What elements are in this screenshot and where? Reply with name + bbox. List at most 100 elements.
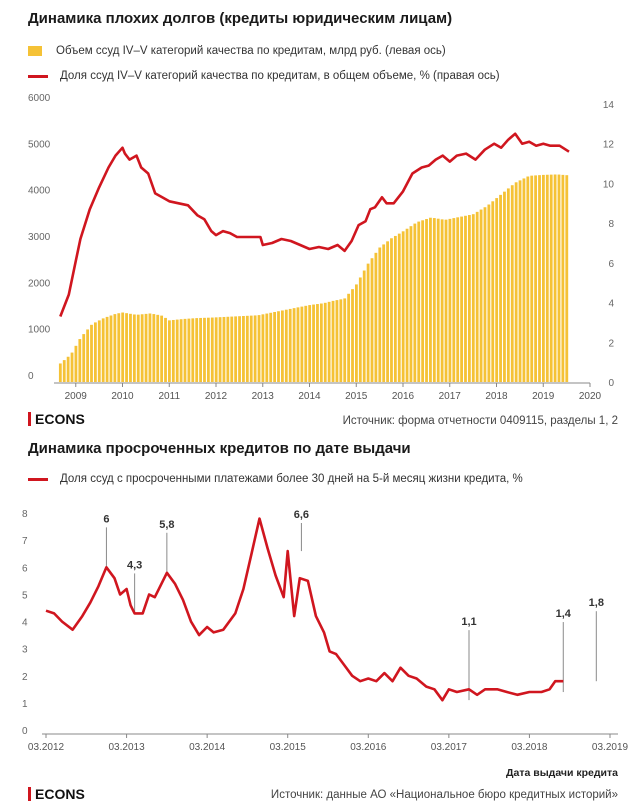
bar <box>242 316 245 382</box>
bar <box>90 324 93 382</box>
bar <box>526 176 530 382</box>
bar <box>545 174 549 382</box>
bar <box>561 174 565 382</box>
bar <box>164 317 167 382</box>
bar <box>351 289 354 382</box>
bar <box>382 244 386 382</box>
x-tick-label: 2012 <box>205 391 228 400</box>
x-tick-label: 03.2018 <box>511 742 548 753</box>
annotation-label: 6,6 <box>294 509 309 521</box>
bar <box>66 356 70 382</box>
chart2-legend: Доля ссуд с просроченными платежами боле… <box>28 473 523 485</box>
bar <box>82 334 86 382</box>
bar <box>518 180 522 382</box>
bar <box>253 315 257 382</box>
annotation-label: 1,8 <box>589 597 604 609</box>
chart1-brand: ECONS <box>28 411 85 427</box>
bar <box>393 235 397 382</box>
brand-accent-bar <box>28 787 31 801</box>
y-right-tick-label: 12 <box>603 140 615 151</box>
bar <box>530 175 534 382</box>
bar <box>467 215 471 382</box>
bar <box>249 315 253 382</box>
y-left-tick-label: 5000 <box>28 139 51 150</box>
bar <box>214 317 218 382</box>
bar <box>171 319 175 382</box>
bar <box>206 317 210 382</box>
bar <box>74 345 78 382</box>
bar <box>168 320 171 382</box>
bar <box>522 178 526 382</box>
bar <box>129 313 132 382</box>
bar <box>565 175 569 382</box>
bar <box>148 313 152 382</box>
bar <box>97 320 101 382</box>
bar <box>222 316 226 382</box>
bar <box>101 318 105 382</box>
y-left-tick-label: 2000 <box>28 278 51 289</box>
bar <box>444 219 448 382</box>
bar <box>506 188 510 382</box>
bar <box>355 284 358 382</box>
annotation-label: 1,4 <box>556 608 572 620</box>
bar <box>417 221 421 382</box>
bar <box>319 303 323 382</box>
bar <box>335 300 339 382</box>
bar <box>109 315 113 382</box>
x-tick-label: 2016 <box>392 391 415 400</box>
bar <box>475 211 479 382</box>
bar <box>401 231 405 382</box>
bar <box>436 218 440 382</box>
chart2-brand-label: ECONS <box>35 786 85 802</box>
x-tick-label: 2018 <box>485 391 508 400</box>
bar <box>499 194 502 382</box>
chart1-title: Динамика плохих долгов (кредиты юридичес… <box>28 10 453 27</box>
x-tick-label: 03.2013 <box>108 742 145 753</box>
bar <box>374 252 378 382</box>
bar <box>464 215 467 382</box>
y-right-tick-label: 14 <box>603 100 615 111</box>
y-tick-label: 2 <box>22 672 28 683</box>
y-right-tick-label: 0 <box>608 378 614 389</box>
bar <box>421 220 425 382</box>
bar <box>448 218 452 382</box>
brand-accent-bar <box>28 412 31 426</box>
bar <box>378 247 382 382</box>
bar <box>70 352 74 382</box>
x-tick-label: 03.2014 <box>189 742 226 753</box>
y-left-tick-label: 4000 <box>28 186 51 197</box>
bar <box>105 316 109 382</box>
annotation-label: 4,3 <box>127 559 142 571</box>
x-tick-label: 2014 <box>298 391 321 400</box>
bar <box>273 312 277 382</box>
bar <box>316 304 319 382</box>
bar <box>370 258 374 382</box>
x-tick-label: 03.2019 <box>592 742 629 753</box>
y-left-tick-label: 0 <box>28 371 34 382</box>
annotation-label: 1,1 <box>461 616 476 628</box>
bar <box>238 316 241 382</box>
bar <box>479 209 483 382</box>
y-tick-label: 6 <box>22 563 28 574</box>
x-tick-label: 03.2017 <box>431 742 468 753</box>
bar <box>160 315 164 382</box>
bar <box>86 329 90 382</box>
bar <box>93 322 97 382</box>
bar <box>280 310 284 382</box>
bar <box>175 319 179 382</box>
bar <box>483 207 487 382</box>
bar <box>503 191 506 382</box>
bar <box>187 318 191 382</box>
bar <box>117 313 121 382</box>
overdue-line-series <box>45 517 564 702</box>
y-left-tick-label: 6000 <box>28 93 51 104</box>
bar <box>347 293 351 382</box>
annotation-label: 5,8 <box>159 519 174 531</box>
bar <box>230 316 234 382</box>
y-right-tick-label: 4 <box>608 299 614 310</box>
bar <box>308 305 312 382</box>
chart2-title: Динамика просроченных кредитов по дате в… <box>28 440 411 457</box>
bar <box>132 314 136 382</box>
bar <box>405 228 409 382</box>
